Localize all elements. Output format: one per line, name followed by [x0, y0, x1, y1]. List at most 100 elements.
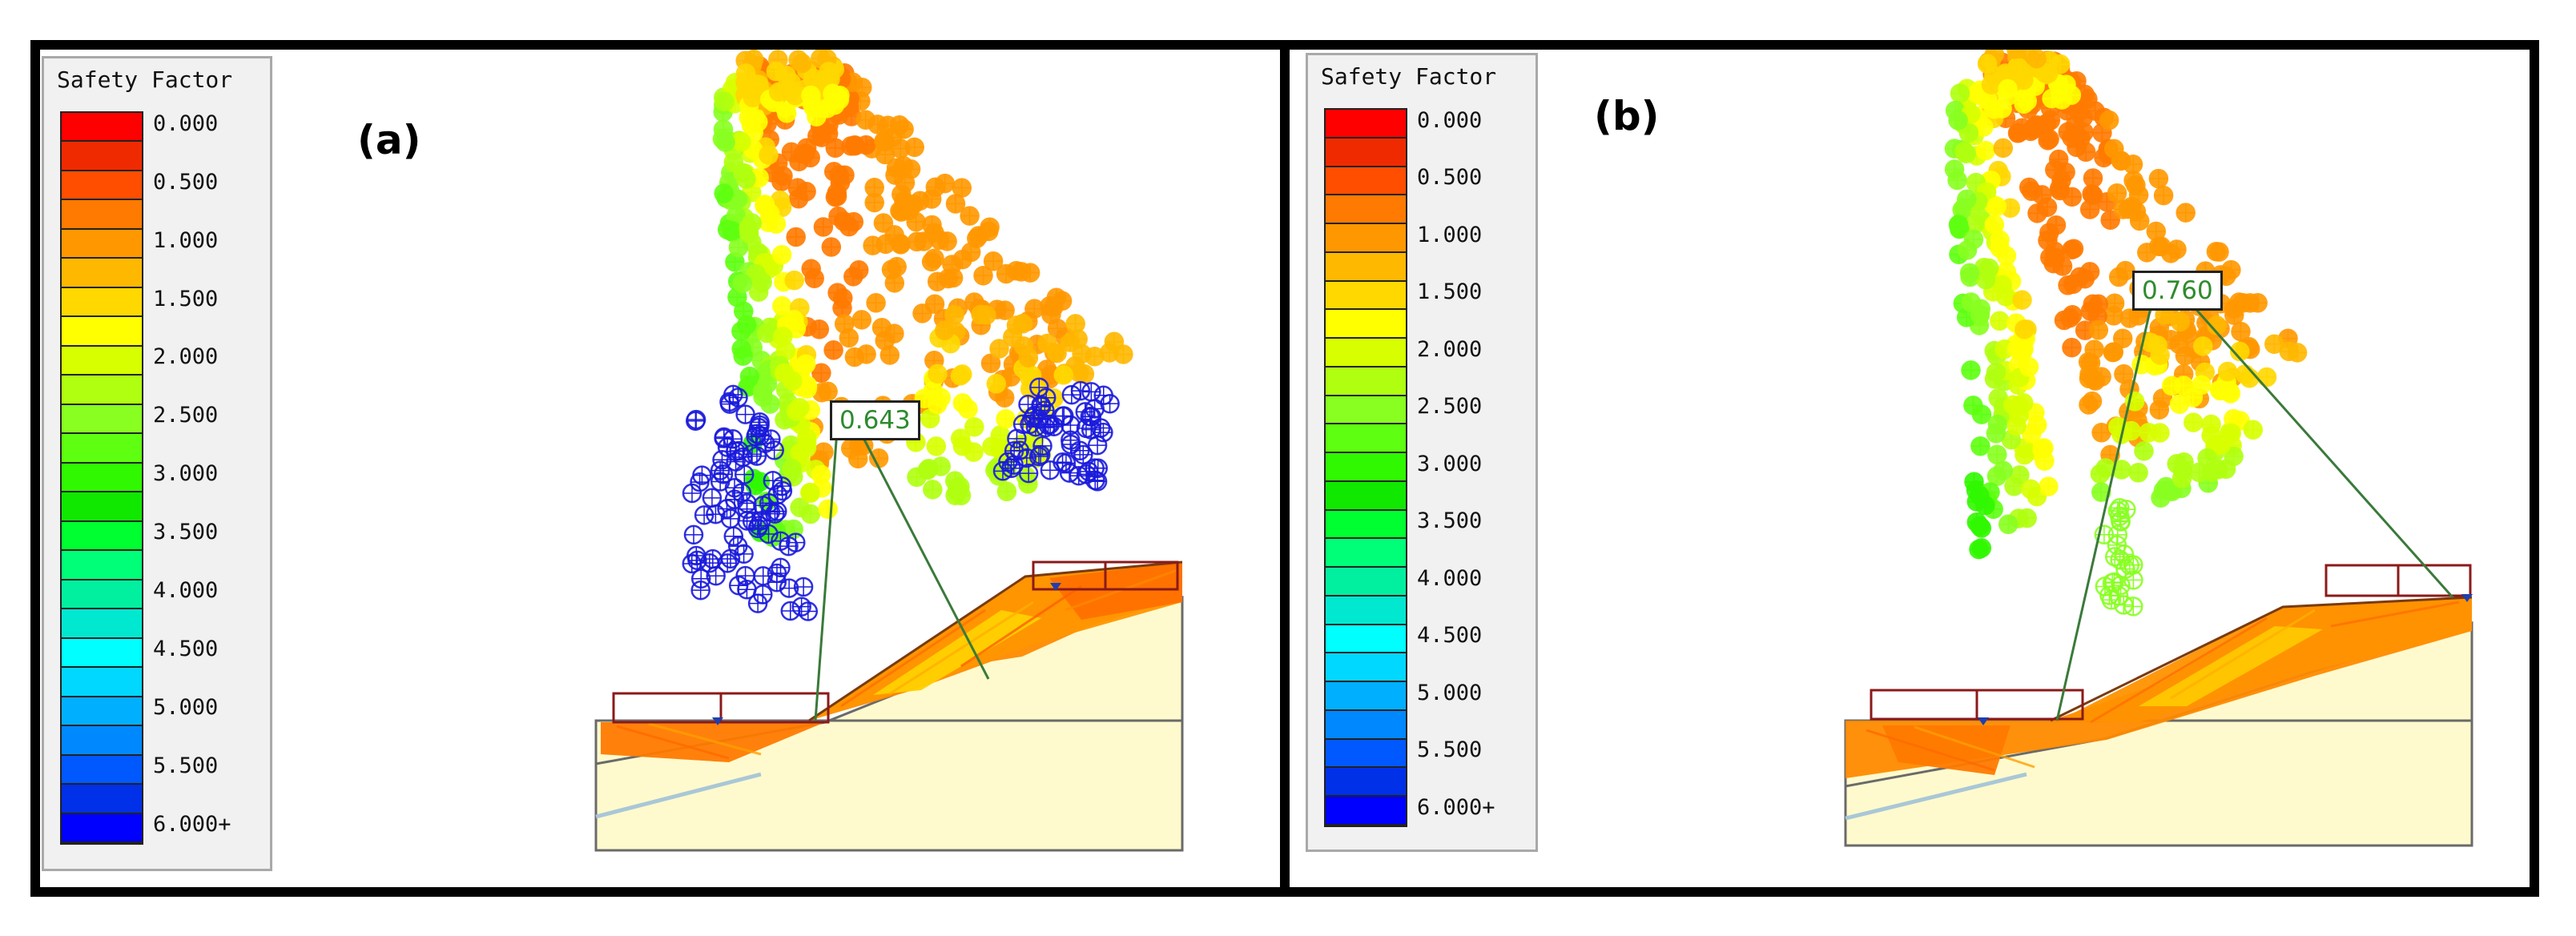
- legend-swatch: [1326, 339, 1406, 368]
- legend-tick-label: 0.500: [1417, 165, 1483, 191]
- boundary-marker-icon: [2461, 594, 2473, 602]
- legend-tick-label: 3.000: [1417, 451, 1483, 476]
- legend-tick-label: 2.000: [153, 344, 219, 370]
- legend-tick-label: 0.500: [153, 169, 219, 195]
- legend-swatch: [62, 668, 142, 697]
- failure-zone-streak: [960, 584, 1082, 668]
- legend-tick-label: 6.000+: [1417, 794, 1495, 820]
- failure-zone-streak: [2090, 617, 2268, 724]
- legend-swatch: [1326, 625, 1406, 654]
- legend-swatch: [62, 580, 142, 610]
- legend-tick-label: 3.500: [153, 520, 219, 545]
- legend-tick-label: 1.500: [153, 286, 219, 311]
- legend-swatch: [62, 638, 142, 669]
- legend-tick-label: 5.000: [1417, 680, 1483, 705]
- slip-center-grid: [682, 50, 1133, 621]
- legend-swatch: [62, 434, 142, 464]
- legend-swatch: [1326, 710, 1406, 740]
- legend-swatch: [1326, 224, 1406, 253]
- legend-tick-label: 4.000: [1417, 565, 1483, 591]
- legend-swatch: [62, 200, 142, 230]
- legend-swatch: [62, 609, 142, 639]
- legend-tick-label: 3.500: [1417, 508, 1483, 534]
- legend-swatch: [1326, 310, 1406, 339]
- legend-color-scale: [1324, 108, 1407, 827]
- legend-tick-label: 2.500: [1417, 394, 1483, 420]
- legend-swatch: [1326, 682, 1406, 711]
- failure-zone: [2139, 626, 2323, 706]
- legend-tick-label: 4.500: [1417, 623, 1483, 649]
- boundary-marker-icon: [1978, 717, 1989, 725]
- min-safety-factor-label: 0.760: [2132, 271, 2223, 311]
- legend-swatch: [62, 346, 142, 376]
- legend-tick-label: 5.000: [153, 695, 219, 721]
- legend-tick-label: 1.000: [1417, 222, 1483, 247]
- failure-zone-streak: [2170, 609, 2316, 700]
- legend-swatch: [62, 785, 142, 814]
- slope-model-b: [1844, 50, 2473, 847]
- legend-tick-label: 2.500: [153, 403, 219, 428]
- legend-title: Safety Factor: [1321, 63, 1497, 90]
- legend-swatch: [62, 551, 142, 580]
- failure-zone-streak: [648, 722, 762, 756]
- water-table-line: [595, 772, 762, 819]
- legend-tick-label: 4.000: [153, 578, 219, 604]
- legend-color-scale: [60, 111, 143, 845]
- legend-tick-label: 3.000: [153, 461, 219, 487]
- slip-surface: [2050, 596, 2473, 722]
- water-table-line: [1845, 772, 2027, 821]
- failure-zone-streak: [1914, 725, 2035, 769]
- legend-swatch: [1326, 768, 1406, 797]
- legend-swatch: [62, 113, 142, 143]
- failure-zone-streak: [1866, 729, 1995, 772]
- slip-radius-line: [814, 419, 839, 721]
- legend-swatch: [1326, 424, 1406, 454]
- legend-swatch: [1326, 539, 1406, 568]
- legend-swatch: [62, 171, 142, 201]
- failure-zone: [1882, 725, 2010, 775]
- legend-title: Safety Factor: [57, 66, 233, 93]
- panel-a: Safety Factor 0.000 0.500 1.000 1.500 2.000 2…: [40, 50, 1280, 887]
- slip-surface: [808, 560, 1183, 722]
- boundary-marker-icon: [1050, 583, 1061, 591]
- legend-swatch: [1326, 396, 1406, 425]
- legend-tick-label: 5.500: [1417, 737, 1483, 763]
- legend-swatch: [62, 259, 142, 288]
- min-safety-factor-label: 0.643: [830, 400, 920, 440]
- legend-swatch: [1326, 252, 1406, 282]
- legend-swatch: [62, 492, 142, 522]
- slip-radius-line: [2055, 289, 2156, 721]
- legend-swatch: [62, 229, 142, 259]
- legend-swatch: [1326, 110, 1406, 139]
- legend-swatch: [1326, 510, 1406, 540]
- slip-center-grid: [1944, 50, 2308, 617]
- panel-label-b: (b): [1594, 93, 1660, 139]
- legend-swatch: [62, 521, 142, 552]
- slip-radius-line: [852, 419, 990, 680]
- failure-zone-streak: [616, 725, 730, 760]
- panel-b: Safety Factor 0.000 0.500 1.000 1.500 2.000 2…: [1290, 50, 2530, 887]
- slope-model-a: [594, 50, 1184, 852]
- legend-swatch: [1326, 195, 1406, 225]
- legend-tick-label: 5.500: [153, 753, 219, 779]
- legend-swatch: [62, 142, 142, 171]
- legend-swatch: [1326, 453, 1406, 482]
- panel-label-a: (a): [357, 117, 421, 163]
- legend-swatch: [1326, 653, 1406, 683]
- legend-tick-label: 6.000+: [153, 812, 231, 838]
- legend-tick-label: 2.000: [1417, 336, 1483, 362]
- legend-swatch: [62, 813, 142, 843]
- failure-zone-streak: [2330, 601, 2460, 628]
- legend-b: Safety Factor 0.000 0.500 1.000 1.500 2.000 2…: [1306, 53, 1538, 852]
- legend-swatch: [62, 287, 142, 318]
- failure-zone-streak: [888, 601, 1034, 696]
- legend-swatch: [62, 317, 142, 347]
- legend-tick-label: 1.500: [1417, 279, 1483, 305]
- legend-swatch: [62, 376, 142, 405]
- slip-radius-line: [2177, 289, 2454, 598]
- legend-swatch: [62, 463, 142, 493]
- legend-swatch: [1326, 167, 1406, 196]
- legend-swatch: [62, 726, 142, 756]
- legend-swatch: [1326, 481, 1406, 511]
- legend-swatch: [1326, 797, 1406, 826]
